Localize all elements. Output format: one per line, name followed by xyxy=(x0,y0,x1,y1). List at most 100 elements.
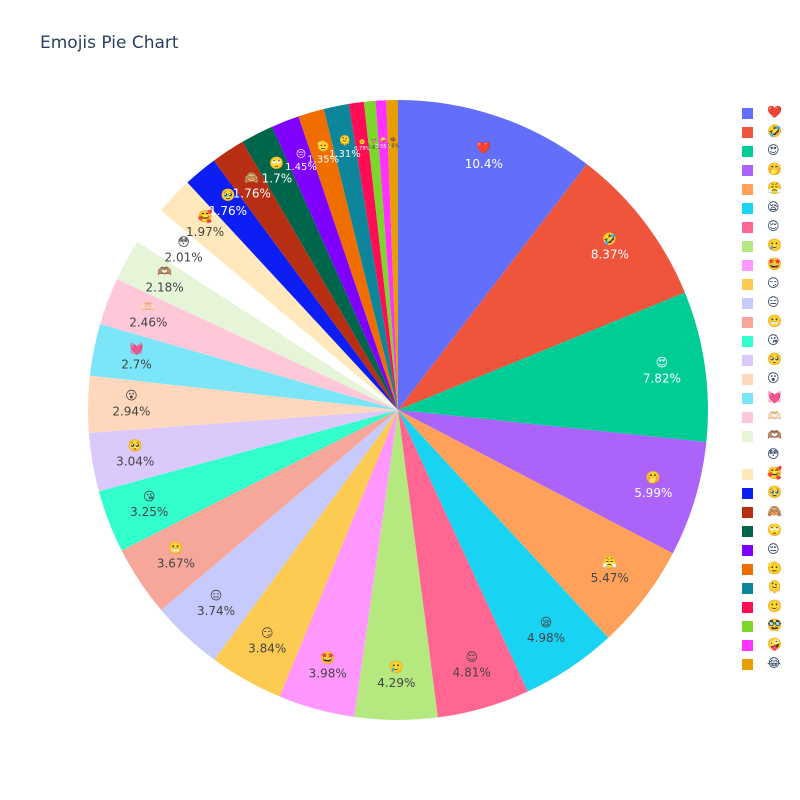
pie-slice[interactable] xyxy=(363,100,398,410)
legend-item[interactable]: 🥸 xyxy=(738,617,798,636)
pie-slice[interactable] xyxy=(89,324,398,410)
legend-item[interactable]: 🥰 xyxy=(738,465,798,484)
pie-slice[interactable] xyxy=(279,410,398,717)
pie-slice[interactable] xyxy=(87,375,398,433)
legend-swatch xyxy=(742,602,753,613)
slice-emoji-label: 😏 xyxy=(261,626,274,640)
legend-label: 😪 xyxy=(767,200,780,214)
slice-percent-label: 2.94% xyxy=(112,404,150,418)
pie-slice[interactable] xyxy=(161,410,398,660)
slice-emoji-label: 🤭 xyxy=(646,470,661,484)
slice-emoji-label: 🫡 xyxy=(317,140,329,153)
legend-item[interactable]: 🤣 xyxy=(738,123,798,142)
pie-slice[interactable] xyxy=(398,410,528,718)
legend-item[interactable]: 😍 xyxy=(738,142,798,161)
legend-item[interactable]: 😔 xyxy=(738,541,798,560)
pie-slice[interactable] xyxy=(272,116,398,410)
pie-slice[interactable] xyxy=(398,100,587,410)
legend-item[interactable]: 🥺 xyxy=(738,351,798,370)
legend-item[interactable]: 🤭 xyxy=(738,161,798,180)
slice-percent-label: 0.55% xyxy=(375,144,391,150)
legend-item[interactable]: ❤️ xyxy=(738,104,798,123)
pie-slice[interactable] xyxy=(121,410,399,611)
legend-label: ❤️ xyxy=(767,105,782,119)
legend-item[interactable]: 😪 xyxy=(738,199,798,218)
legend-item[interactable]: 🫶🏻 xyxy=(738,408,798,427)
slice-emoji-label: 🥸 xyxy=(371,137,377,144)
legend-swatch xyxy=(742,241,753,252)
legend-label: 😂 xyxy=(767,656,782,670)
slice-percent-label: 0.78% xyxy=(354,146,370,152)
legend-item[interactable]: 🥹 xyxy=(738,484,798,503)
pie-slice[interactable] xyxy=(137,210,399,410)
legend-swatch xyxy=(742,184,753,195)
legend-label: 🙈 xyxy=(767,504,782,518)
legend-swatch xyxy=(742,165,753,176)
slice-emoji-label: 🤣 xyxy=(601,232,617,247)
pie-slice[interactable] xyxy=(398,410,673,638)
legend-item[interactable]: 😌 xyxy=(738,218,798,237)
pie-slice[interactable] xyxy=(242,126,398,411)
pie-slice[interactable] xyxy=(386,99,398,410)
legend-item[interactable]: 😘 xyxy=(738,332,798,351)
legend-label: 😏 xyxy=(767,276,780,290)
slice-emoji-label: 😑 xyxy=(210,588,223,602)
pie-slice[interactable] xyxy=(187,160,398,410)
pie-slice[interactable] xyxy=(298,109,398,411)
legend-swatch xyxy=(742,355,753,366)
pie-slice[interactable] xyxy=(100,279,398,410)
legend-item[interactable]: 🥲 xyxy=(738,237,798,256)
legend-item[interactable]: 😑 xyxy=(738,294,798,313)
legend-item[interactable]: 😂 xyxy=(738,655,798,674)
legend-swatch xyxy=(742,374,753,385)
legend-swatch xyxy=(742,260,753,271)
legend-item[interactable]: 😤 xyxy=(738,180,798,199)
legend-item[interactable]: 🫡 xyxy=(738,560,798,579)
legend-swatch xyxy=(742,450,753,461)
pie-slice[interactable] xyxy=(323,103,398,411)
legend-item[interactable]: 🫶🏽 xyxy=(738,427,798,446)
legend-swatch xyxy=(742,317,753,328)
slice-percent-label: 1.31% xyxy=(329,149,361,160)
legend-swatch xyxy=(742,469,753,480)
legend: ❤️ 🤣 😍 🤭 😤 😪 😌 🥲 🤩 😏 😑 😬 😘 🥺 😮 💓 🫶🏻 🫶🏽 😳 🥰 🥹 🙈 🙄 😔 🫡 🫠 🙂 🥸 🤪 😂 xyxy=(738,104,798,674)
legend-item[interactable]: 😏 xyxy=(738,275,798,294)
legend-item[interactable]: 😳 xyxy=(738,446,798,465)
pie-slice[interactable] xyxy=(375,100,398,410)
legend-label: 🤩 xyxy=(767,257,782,271)
legend-item[interactable]: 🤩 xyxy=(738,256,798,275)
slice-emoji-label: 🫶🏻 xyxy=(141,300,156,314)
legend-item[interactable]: 🤪 xyxy=(738,636,798,655)
legend-label: 🥰 xyxy=(767,466,782,480)
slice-percent-label: 1.45% xyxy=(285,162,317,173)
pie-slice[interactable] xyxy=(354,410,438,720)
pie-slice[interactable] xyxy=(213,141,398,410)
legend-item[interactable]: 🙂 xyxy=(738,598,798,617)
slice-percent-label: 7.82% xyxy=(643,371,681,385)
pie-slice[interactable] xyxy=(398,410,707,554)
pie-slice[interactable] xyxy=(88,410,398,492)
slice-percent-label: 1.7% xyxy=(262,172,293,186)
legend-item[interactable]: 🙄 xyxy=(738,522,798,541)
pie-slice[interactable] xyxy=(160,182,398,410)
pie-slice[interactable] xyxy=(98,410,399,551)
slice-percent-label: 1.76% xyxy=(209,204,247,218)
slice-emoji-label: 🥰 xyxy=(198,209,213,224)
slice-percent-label: 3.04% xyxy=(116,454,154,468)
legend-item[interactable]: 💓 xyxy=(738,389,798,408)
pie-slice[interactable] xyxy=(398,164,685,410)
pie-slice[interactable] xyxy=(117,241,398,410)
legend-label: 🤭 xyxy=(767,162,782,176)
legend-item[interactable]: 😮 xyxy=(738,370,798,389)
pie-slice[interactable] xyxy=(214,410,398,697)
pie-slice[interactable] xyxy=(348,101,398,410)
legend-item[interactable]: 😬 xyxy=(738,313,798,332)
legend-item[interactable]: 🫠 xyxy=(738,579,798,598)
pie-slice[interactable] xyxy=(398,292,708,443)
legend-swatch xyxy=(742,146,753,157)
pie-slice[interactable] xyxy=(398,410,609,692)
slice-emoji-label: 🫠 xyxy=(339,134,351,147)
legend-label: 💓 xyxy=(767,390,782,404)
legend-item[interactable]: 🙈 xyxy=(738,503,798,522)
legend-label: 😑 xyxy=(767,295,780,309)
